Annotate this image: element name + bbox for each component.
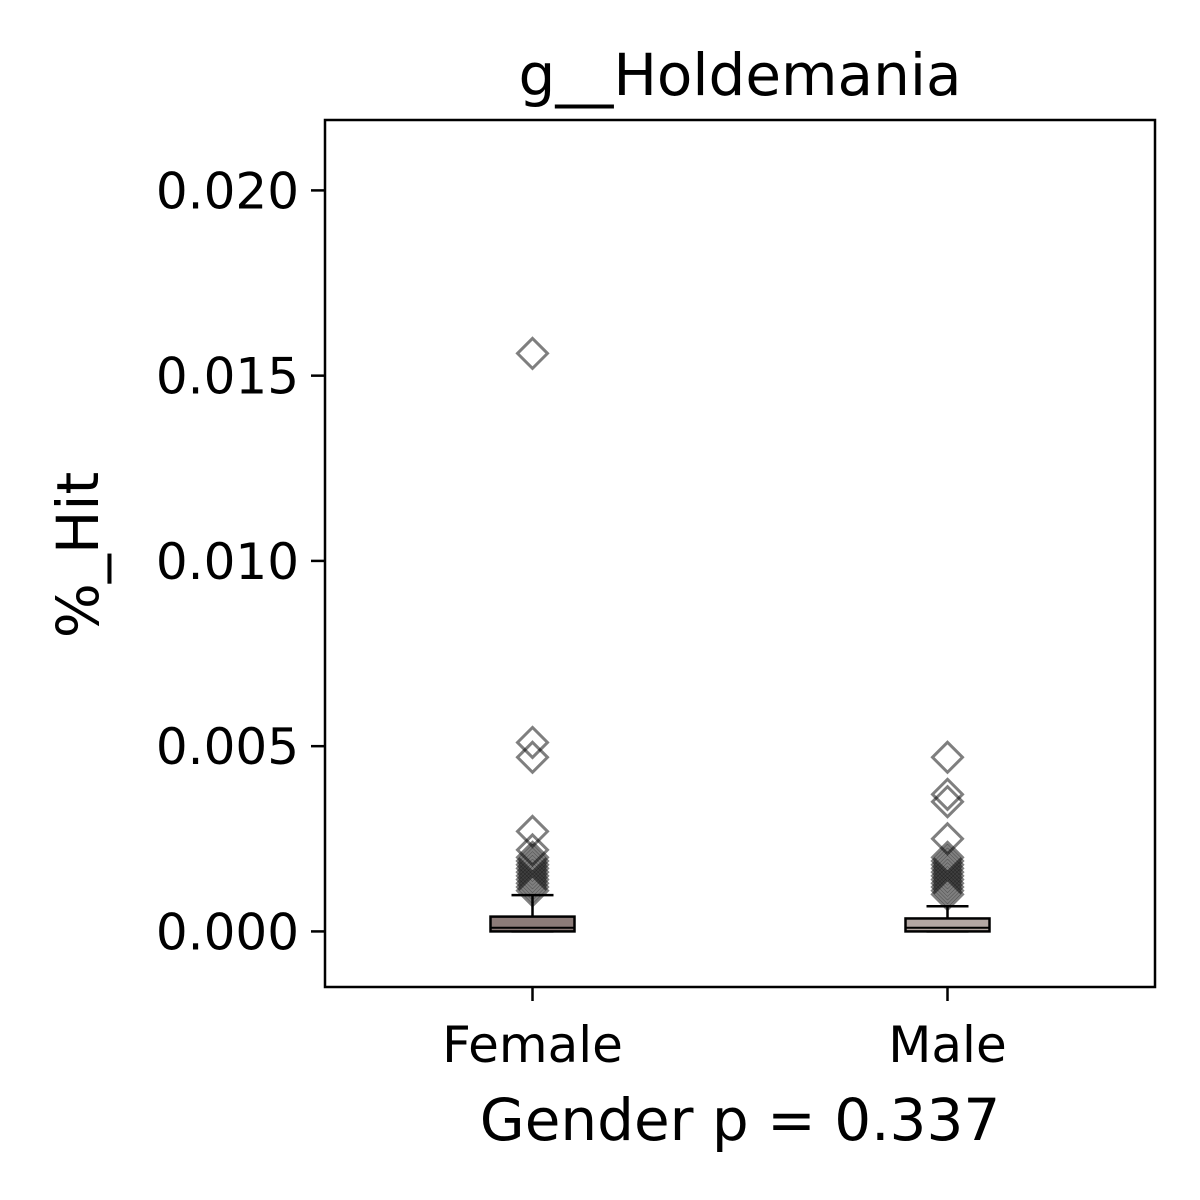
outlier-point xyxy=(930,877,965,912)
outlier-point xyxy=(515,847,550,882)
outlier-point xyxy=(930,855,965,890)
chart-title: g__Holdemania xyxy=(519,41,962,109)
outlier-point xyxy=(515,873,550,908)
outlier-point xyxy=(515,855,550,890)
outlier-point xyxy=(515,858,550,893)
outlier-point xyxy=(515,851,550,886)
x-tick-label: Male xyxy=(888,1016,1006,1074)
y-axis-label: %_Hit xyxy=(44,472,112,639)
outlier-point xyxy=(515,336,550,371)
y-tick-label: 0.020 xyxy=(156,162,299,220)
outlier-point xyxy=(930,873,965,908)
outlier-point xyxy=(515,725,550,760)
outlier-point xyxy=(515,866,550,901)
outlier-point xyxy=(930,784,965,819)
outlier-point xyxy=(515,740,550,775)
outlier-point xyxy=(515,862,550,897)
x-tick-label: Female xyxy=(442,1016,623,1074)
outlier-point xyxy=(930,869,965,905)
outlier-point xyxy=(930,740,965,775)
y-axis: 0.000 0.005 0.010 0.015 0.020 xyxy=(156,162,325,961)
x-axis-label: Gender p = 0.337 xyxy=(480,1086,1001,1154)
outlier-point xyxy=(930,866,965,901)
box-iqr xyxy=(904,917,991,933)
y-tick-label: 0.000 xyxy=(156,903,299,961)
outlier-point xyxy=(515,869,550,905)
y-tick-label: 0.005 xyxy=(156,718,299,776)
outlier-point xyxy=(930,851,965,886)
y-tick-label: 0.015 xyxy=(156,348,299,406)
outlier-point xyxy=(930,862,965,897)
x-axis: Female Male xyxy=(442,987,1007,1074)
outlier-point xyxy=(930,858,965,893)
box-group-female xyxy=(489,336,576,933)
outlier-point xyxy=(930,777,965,812)
y-tick-label: 0.010 xyxy=(156,533,299,591)
plot-frame xyxy=(323,118,1157,989)
box-group-male xyxy=(904,740,991,933)
box-iqr xyxy=(489,915,576,933)
boxes-layer xyxy=(489,336,991,933)
